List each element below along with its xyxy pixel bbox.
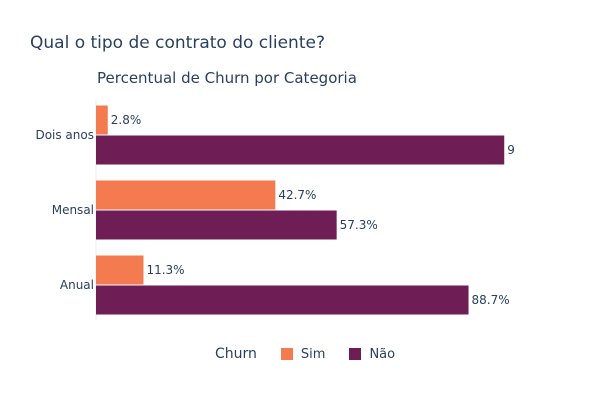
bar-nao-dois-anos[interactable] <box>96 135 505 165</box>
legend-item-sim[interactable]: Sim <box>280 346 326 362</box>
legend: Churn Sim Não <box>215 346 419 362</box>
data-label-nao-dois-anos: 9 <box>507 143 515 157</box>
legend-title: Churn <box>215 346 257 362</box>
y-tick-label-anual: Anual <box>60 278 94 292</box>
legend-swatch-sim <box>280 348 293 360</box>
data-label-sim-anual: 11.3% <box>146 263 184 277</box>
y-tick-label-dois-anos: Dois anos <box>35 128 94 142</box>
legend-label-nao: Não <box>369 346 396 362</box>
bar-sim-dois-anos[interactable] <box>96 105 108 135</box>
legend-swatch-nao <box>349 348 362 360</box>
bar-sim-mensal[interactable] <box>96 180 276 210</box>
data-label-nao-mensal: 57.3% <box>340 218 378 232</box>
legend-item-nao[interactable]: Não <box>349 347 395 362</box>
bar-nao-mensal[interactable] <box>96 210 337 240</box>
bar-sim-anual[interactable] <box>96 255 144 285</box>
bar-nao-anual[interactable] <box>96 285 469 315</box>
chart-title: Percentual de Churn por Categoria <box>97 69 357 87</box>
y-tick-label-mensal: Mensal <box>52 203 94 217</box>
legend-label-sim: Sim <box>300 346 326 362</box>
data-label-sim-dois-anos: 2.8% <box>111 113 142 127</box>
page-title: Qual o tipo de contrato do cliente? <box>30 33 325 53</box>
data-label-nao-anual: 88.7% <box>472 293 510 307</box>
data-label-sim-mensal: 42.7% <box>278 188 316 202</box>
